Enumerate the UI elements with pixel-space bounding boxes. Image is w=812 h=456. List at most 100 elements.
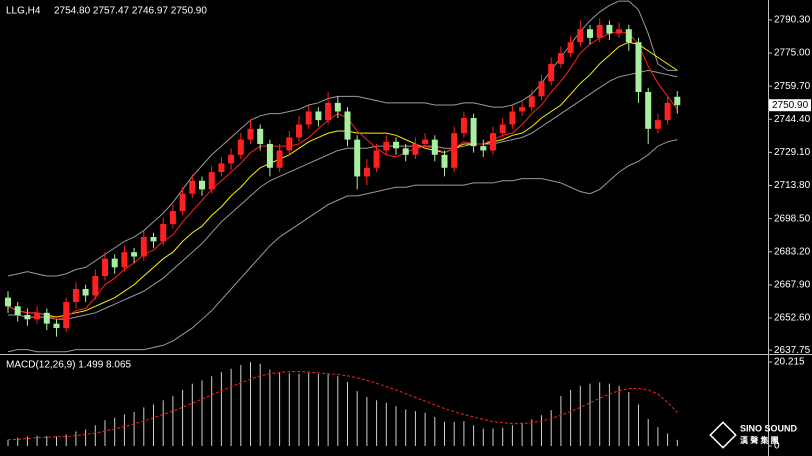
candle-body <box>276 150 283 168</box>
y-tick-label: 2775.00 <box>774 48 811 59</box>
overlay-line <box>7 0 678 277</box>
last-price-box <box>769 99 811 112</box>
candle-body <box>548 63 555 82</box>
candle-body <box>460 117 467 134</box>
candle-body <box>5 297 11 307</box>
candle-body <box>441 154 448 168</box>
logo: SINO SOUND 漢 聲 集 團 <box>709 421 798 449</box>
logo-brand: SINO SOUND <box>740 423 798 433</box>
candle-body <box>257 128 264 144</box>
signal-line <box>7 371 678 441</box>
candle-body <box>373 150 380 168</box>
symbol: LLG,H4 <box>6 6 41 17</box>
overlay-line <box>8 69 678 320</box>
y-tick-label: 2713.80 <box>774 180 811 191</box>
candle-body <box>228 154 235 164</box>
candle-body <box>567 42 574 54</box>
y-tick-label: 2667.90 <box>774 280 811 291</box>
candle-body <box>43 312 50 324</box>
candle-body <box>14 306 21 315</box>
overlay-line <box>7 30 678 320</box>
y-tick-label: 2729.10 <box>774 147 811 158</box>
candle-body <box>422 139 429 144</box>
candle-body <box>131 252 138 257</box>
candle-body <box>635 42 642 93</box>
candle-body <box>383 141 390 151</box>
candle-body <box>490 133 496 151</box>
candle-body <box>664 102 671 121</box>
y-tick-label: 2790.30 <box>774 15 811 26</box>
candle-body <box>557 53 564 64</box>
macd-title: MACD(12,26,9) 1.499 8.065 <box>6 360 132 371</box>
candle-body <box>121 252 128 268</box>
candle-body <box>509 111 516 125</box>
candle-body <box>160 224 167 242</box>
candle-body <box>237 139 244 155</box>
y-tick-label: 2759.70 <box>774 81 811 92</box>
candle-body <box>24 314 31 320</box>
y-tick-label: 2698.50 <box>774 213 811 224</box>
candle-body <box>208 172 215 190</box>
candle-body <box>102 258 108 277</box>
candle-body <box>179 193 186 212</box>
candle-body <box>363 167 370 177</box>
candle-body <box>402 148 409 155</box>
candle-body <box>654 120 661 129</box>
candle-body <box>140 237 147 257</box>
candle-body <box>34 312 41 320</box>
y-tick-label: 2683.20 <box>774 246 811 257</box>
candle-body <box>616 29 623 34</box>
candle-body <box>451 133 458 168</box>
candle-body <box>538 81 545 97</box>
candle-body <box>63 301 70 328</box>
logo-sub: 漢 聲 集 團 <box>740 435 779 445</box>
candle-body <box>577 29 584 43</box>
candle-body <box>247 128 254 140</box>
candle-body <box>82 289 89 296</box>
candle-body <box>674 96 681 106</box>
candle-body <box>480 146 487 151</box>
candle-body <box>305 111 312 125</box>
candle-body <box>325 102 332 121</box>
candle-body <box>354 139 361 177</box>
candle-body <box>218 163 225 173</box>
ohlc-text: 2754.80 2757.47 2746.97 2750.90 <box>54 6 207 17</box>
candle-body <box>72 289 79 302</box>
candle-body <box>189 180 196 194</box>
candle-body <box>150 237 157 242</box>
y-tick-label: 2637.75 <box>774 345 811 356</box>
candle-body <box>625 29 632 43</box>
candle-body <box>315 111 322 121</box>
candle-body <box>393 141 399 149</box>
candle-body <box>528 96 535 108</box>
candle-body <box>199 180 205 190</box>
candle-body <box>499 124 506 134</box>
logo-mark <box>709 421 737 449</box>
candle-body <box>296 124 302 138</box>
y-tick-label: 20.215 <box>774 357 805 368</box>
last-price-label: 2750.90 <box>772 100 809 111</box>
candle-body <box>334 102 341 112</box>
candle-body <box>286 137 293 151</box>
candle-body <box>53 323 60 328</box>
candle-body <box>596 24 603 38</box>
overlay-line <box>7 41 678 318</box>
candle-body <box>470 117 477 147</box>
candle-body <box>412 143 419 155</box>
candle-body <box>519 107 526 112</box>
candle-body <box>111 258 118 268</box>
candle-body <box>431 139 438 155</box>
candle-body <box>606 24 613 34</box>
y-tick-label: 0 <box>774 441 780 452</box>
candle-body <box>266 143 273 168</box>
overlay-line <box>7 139 678 353</box>
y-tick-label: 2744.40 <box>774 114 811 125</box>
candle-body <box>92 276 99 296</box>
candle-body <box>344 111 351 140</box>
candle-body <box>169 211 176 225</box>
y-tick-label: 2652.60 <box>774 313 811 324</box>
candle-body <box>587 29 593 38</box>
